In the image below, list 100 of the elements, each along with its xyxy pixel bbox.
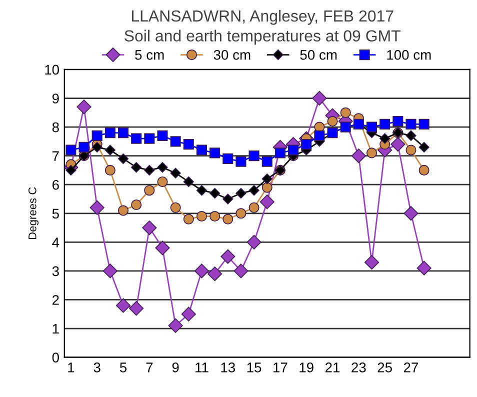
legend-label: 30 cm xyxy=(214,50,250,60)
point xyxy=(183,214,194,224)
point xyxy=(102,264,118,278)
y-tick-label: 3 xyxy=(52,266,59,276)
point xyxy=(144,185,155,196)
point xyxy=(181,306,196,322)
point xyxy=(262,182,272,193)
point xyxy=(104,128,116,138)
point xyxy=(236,156,246,167)
y-tick-label: 4 xyxy=(52,238,60,248)
x-tick-label: 1 xyxy=(68,362,74,372)
point xyxy=(262,156,272,167)
point xyxy=(90,200,104,215)
point xyxy=(380,133,390,144)
point xyxy=(312,90,327,106)
point xyxy=(248,150,260,162)
point xyxy=(288,144,299,156)
x-tick-label: 3 xyxy=(94,362,100,372)
x-tick-label: 11 xyxy=(196,362,208,372)
legend-label: 100 cm xyxy=(387,50,431,60)
point xyxy=(129,301,144,316)
x-tick-label: 13 xyxy=(221,362,235,372)
point xyxy=(404,206,418,221)
point xyxy=(194,264,210,278)
y-tick-label: 1 xyxy=(52,324,59,334)
point xyxy=(406,130,416,142)
y-tick-label: 8 xyxy=(52,122,59,132)
point xyxy=(144,133,155,144)
point xyxy=(236,188,246,199)
point xyxy=(246,234,262,250)
point xyxy=(406,144,416,156)
point xyxy=(416,260,432,276)
x-tick-label: 9 xyxy=(172,362,179,372)
point xyxy=(327,116,338,127)
point xyxy=(92,130,102,141)
point xyxy=(118,153,129,164)
point xyxy=(157,176,168,188)
point xyxy=(222,214,234,224)
point xyxy=(340,107,351,118)
point xyxy=(418,118,430,130)
point xyxy=(92,142,102,153)
x-tick-label: 23 xyxy=(352,362,366,372)
point xyxy=(262,174,272,184)
point xyxy=(170,202,181,213)
point xyxy=(208,266,222,282)
point xyxy=(418,164,430,176)
point xyxy=(236,208,246,219)
x-tick-label: 25 xyxy=(378,362,392,372)
x-tick-label: 7 xyxy=(146,362,153,372)
point xyxy=(234,264,248,278)
point xyxy=(418,142,430,153)
point xyxy=(209,188,220,199)
point xyxy=(118,205,129,216)
point xyxy=(66,164,76,176)
point xyxy=(196,144,208,156)
point xyxy=(131,162,142,173)
y-tick-label: 0 xyxy=(52,352,59,362)
point xyxy=(131,133,142,144)
y-tick-label: 2 xyxy=(52,295,59,305)
point xyxy=(196,210,208,222)
point xyxy=(364,255,380,270)
point xyxy=(210,210,220,222)
y-tick-label: 6 xyxy=(52,180,59,190)
point xyxy=(66,144,76,156)
point xyxy=(406,118,416,130)
point xyxy=(222,194,234,204)
point xyxy=(131,199,142,210)
point xyxy=(118,128,129,138)
point xyxy=(76,100,92,114)
y-tick-label: 7 xyxy=(52,151,59,161)
legend-label: 50 cm xyxy=(300,50,337,60)
y-axis-title: Degrees C xyxy=(28,187,39,240)
point xyxy=(274,148,286,158)
point xyxy=(183,139,194,150)
point xyxy=(366,122,378,132)
point xyxy=(314,130,325,141)
point xyxy=(248,185,260,196)
point xyxy=(301,139,312,150)
point xyxy=(183,176,194,188)
point xyxy=(157,162,168,173)
y-tick-label: 10 xyxy=(45,64,59,75)
point xyxy=(104,164,116,176)
x-tick-label: 5 xyxy=(120,362,127,372)
point xyxy=(144,164,155,176)
chart-subtitle: Soil and earth temperatures at 09 GMT xyxy=(124,30,400,45)
point xyxy=(116,298,131,313)
point xyxy=(392,116,404,127)
y-tick-label: 9 xyxy=(52,94,59,104)
point xyxy=(155,240,170,256)
point xyxy=(170,136,181,147)
legend-label: 5 cm xyxy=(135,50,164,60)
point xyxy=(351,148,366,164)
point xyxy=(104,144,116,156)
x-tick-label: 17 xyxy=(274,362,288,372)
point xyxy=(380,118,390,130)
point xyxy=(168,318,183,333)
point xyxy=(366,148,378,158)
point xyxy=(248,202,260,213)
point xyxy=(222,153,234,164)
point xyxy=(170,168,181,178)
